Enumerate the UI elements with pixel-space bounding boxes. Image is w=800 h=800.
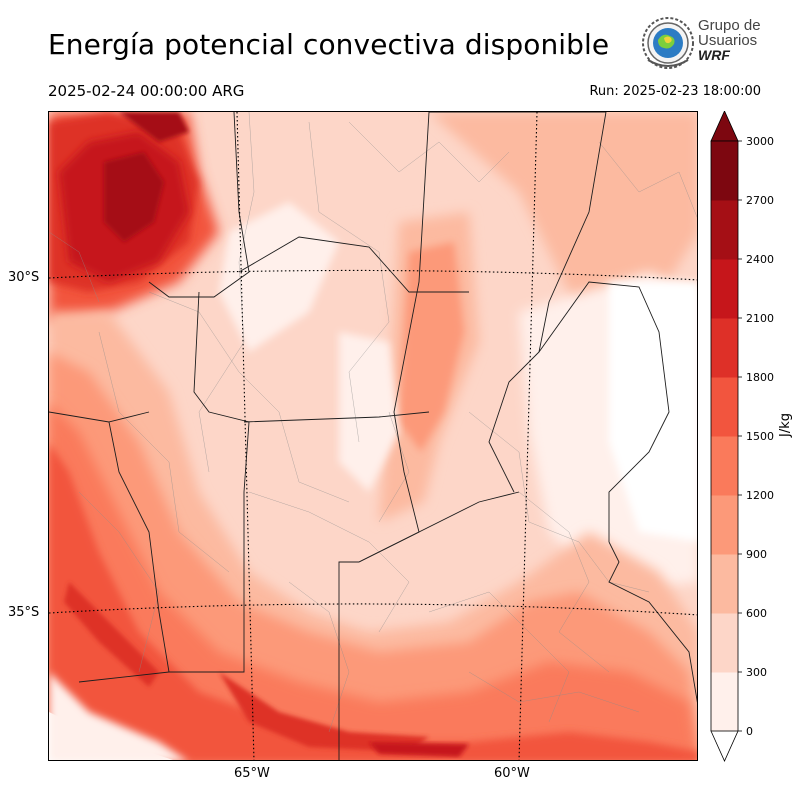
logo-line1: Grupo de: [698, 17, 761, 34]
colorbar-tick-label: 300: [746, 666, 767, 679]
colorbar-tick-label: 1800: [746, 371, 774, 384]
colorbar-tick-label: 600: [746, 607, 767, 620]
colorbar-unit-label: J/kg: [778, 413, 793, 437]
logo-line2: Usuarios: [698, 32, 758, 49]
colorbar-tick-label: 1200: [746, 489, 774, 502]
colorbar-extend-max: [710, 110, 739, 142]
lat-label-30s: 30°S: [8, 270, 40, 285]
colorbar-segment: [711, 672, 738, 732]
wrf-users-logo: Grupo de Usuarios WRF: [638, 16, 768, 72]
colorbar-tick-label: 1500: [746, 430, 774, 443]
logo-line3: WRF: [698, 47, 730, 63]
lon-label-60w: 60°W: [494, 766, 530, 781]
colorbar-tick-label: 3000: [746, 135, 774, 148]
colorbar-segment: [711, 436, 738, 496]
lat-label-35s: 35°S: [8, 605, 40, 620]
globe-seal-icon: [642, 17, 694, 69]
colorbar-segment: [711, 554, 738, 614]
colorbar-graphic: 0 300 600 900 1200 1500 1800 2100 2400 2700 3000: [710, 110, 774, 762]
colorbar-segment: [711, 495, 738, 555]
colorbar-extend-min: [710, 730, 739, 762]
lon-label-65w: 65°W: [234, 766, 270, 781]
colorbar-segment: [711, 200, 738, 260]
cape-field: [49, 112, 697, 760]
colorbar-tick-label: 2100: [746, 312, 774, 325]
valid-time: 2025-02-24 00:00:00 ARG: [48, 82, 245, 100]
colorbar-tick-label: 900: [746, 548, 767, 561]
colorbar-tick-label: 0: [746, 725, 753, 738]
colorbar-tick-label: 2400: [746, 253, 774, 266]
colorbar-tick-label: 2700: [746, 194, 774, 207]
cape-map: [48, 111, 698, 761]
colorbar-segment: [711, 259, 738, 319]
run-time: Run: 2025-02-23 18:00:00: [589, 84, 761, 99]
colorbar-segment: [711, 613, 738, 673]
colorbar-segment: [711, 141, 738, 201]
map-title: Energía potencial convectiva disponible: [48, 28, 610, 61]
colorbar-segment: [711, 318, 738, 378]
colorbar-segment: [711, 377, 738, 437]
colorbar: 0 300 600 900 1200 1500 1800 2100 2400 2700 3000: [710, 110, 790, 763]
